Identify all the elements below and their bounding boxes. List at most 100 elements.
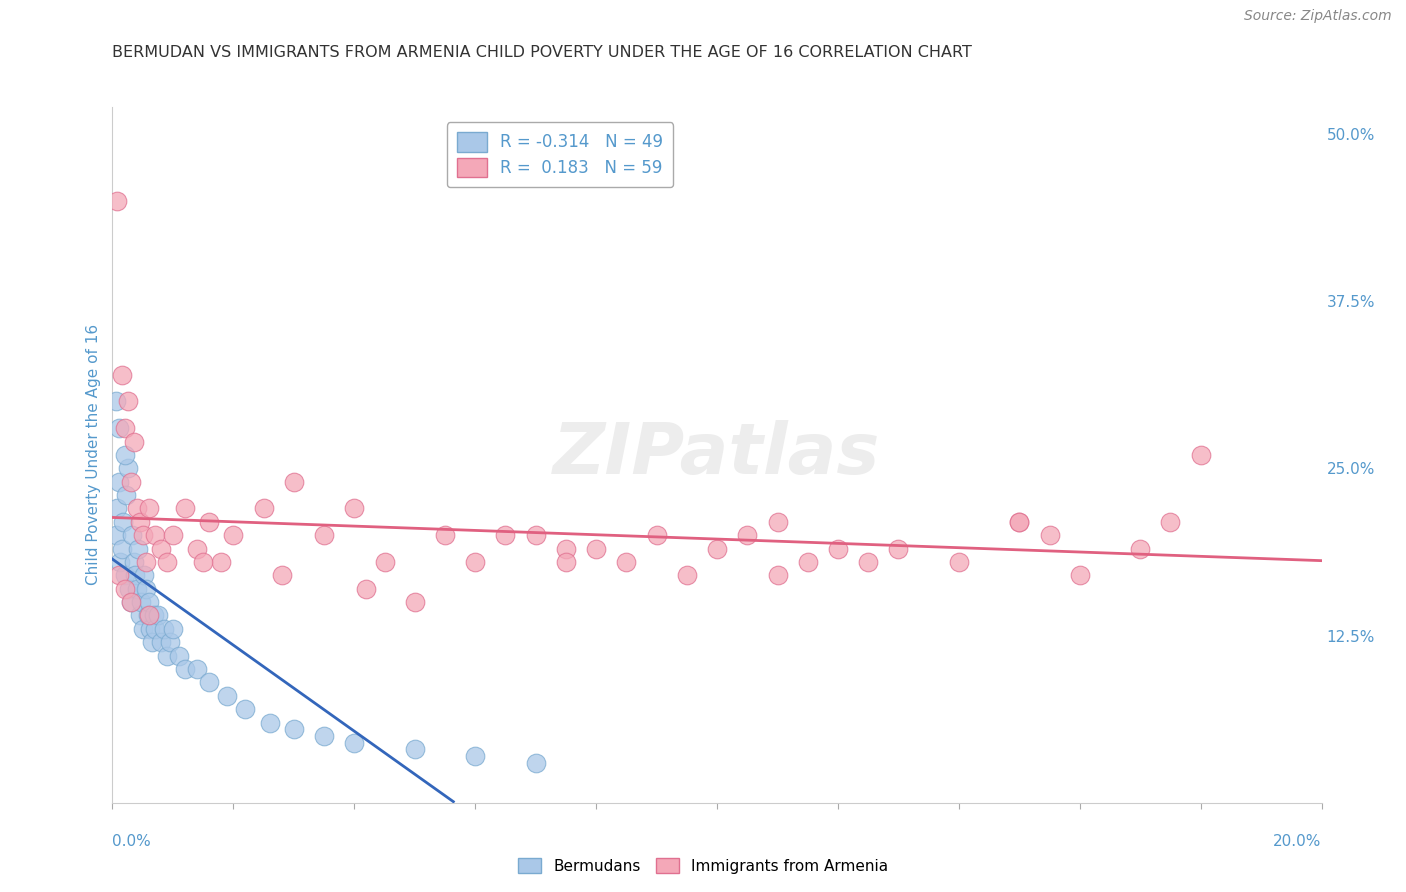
Point <box>554 555 576 569</box>
Point <box>1069 568 1091 582</box>
Point <box>858 555 880 569</box>
Point <box>404 742 426 756</box>
Point <box>110 541 132 556</box>
Point <box>136 608 159 623</box>
Point <box>122 555 145 569</box>
Point <box>156 555 179 569</box>
Text: BERMUDAN VS IMMIGRANTS FROM ARMENIA CHILD POVERTY UNDER THE AGE OF 16 CORRELATIO: BERMUDAN VS IMMIGRANTS FROM ARMENIA CHIL… <box>112 45 973 60</box>
Point <box>253 501 276 516</box>
Point <box>167 648 190 663</box>
Point <box>1189 448 1212 462</box>
Point <box>1008 515 1031 529</box>
Point <box>114 448 136 462</box>
Point <box>120 595 142 609</box>
Point <box>110 368 132 382</box>
Point <box>159 635 181 649</box>
Point <box>156 648 179 663</box>
Point <box>235 702 257 716</box>
Point <box>120 475 142 489</box>
Point <box>138 501 160 516</box>
Point <box>143 622 166 636</box>
Point <box>645 528 668 542</box>
Point <box>434 528 457 542</box>
Point <box>107 421 129 435</box>
Point <box>706 541 728 556</box>
Point <box>135 582 157 596</box>
Point <box>217 689 239 703</box>
Point <box>198 675 221 690</box>
Point <box>125 582 148 596</box>
Point <box>139 622 162 636</box>
Point <box>186 662 208 676</box>
Point <box>464 555 486 569</box>
Point <box>117 394 139 409</box>
Point <box>343 735 366 749</box>
Point <box>283 723 305 737</box>
Point <box>146 608 169 623</box>
Point <box>122 434 145 449</box>
Point <box>149 541 172 556</box>
Point <box>104 528 127 542</box>
Point <box>174 662 197 676</box>
Point <box>1129 541 1152 556</box>
Point <box>314 729 336 743</box>
Point <box>1159 515 1181 529</box>
Point <box>138 595 160 609</box>
Point <box>404 595 426 609</box>
Point <box>153 622 176 636</box>
Point <box>114 582 136 596</box>
Point <box>112 515 135 529</box>
Point <box>104 394 127 409</box>
Point <box>141 635 163 649</box>
Text: 20.0%: 20.0% <box>1274 834 1322 849</box>
Point <box>174 501 197 516</box>
Point <box>107 475 129 489</box>
Point <box>114 568 136 582</box>
Point <box>524 528 547 542</box>
Point <box>283 475 305 489</box>
Point <box>107 568 129 582</box>
Point <box>128 515 150 529</box>
Point <box>114 421 136 435</box>
Point <box>827 541 849 556</box>
Point <box>162 528 184 542</box>
Point <box>105 501 128 516</box>
Point <box>124 568 146 582</box>
Point <box>524 756 547 770</box>
Text: Source: ZipAtlas.com: Source: ZipAtlas.com <box>1244 9 1392 23</box>
Point <box>616 555 638 569</box>
Point <box>374 555 396 569</box>
Point <box>259 715 281 730</box>
Point <box>796 555 818 569</box>
Point <box>676 568 699 582</box>
Point <box>554 541 576 556</box>
Point <box>198 515 221 529</box>
Point <box>191 555 215 569</box>
Point <box>209 555 232 569</box>
Point <box>343 501 366 516</box>
Point <box>887 541 910 556</box>
Point <box>149 635 172 649</box>
Point <box>125 501 148 516</box>
Point <box>270 568 292 582</box>
Point <box>464 749 486 764</box>
Y-axis label: Child Poverty Under the Age of 16: Child Poverty Under the Age of 16 <box>86 325 101 585</box>
Point <box>138 608 160 623</box>
Legend: Bermudans, Immigrants from Armenia: Bermudans, Immigrants from Armenia <box>512 852 894 880</box>
Point <box>314 528 336 542</box>
Legend: R = -0.314   N = 49, R =  0.183   N = 59: R = -0.314 N = 49, R = 0.183 N = 59 <box>447 122 673 187</box>
Text: ZIPatlas: ZIPatlas <box>554 420 880 490</box>
Point <box>142 608 165 623</box>
Point <box>143 528 166 542</box>
Point <box>132 528 155 542</box>
Point <box>105 194 128 208</box>
Point <box>131 595 153 609</box>
Point <box>948 555 970 569</box>
Point <box>162 622 184 636</box>
Point <box>737 528 759 542</box>
Point <box>121 528 143 542</box>
Point <box>585 541 607 556</box>
Point <box>120 595 142 609</box>
Point <box>495 528 517 542</box>
Point <box>1008 515 1031 529</box>
